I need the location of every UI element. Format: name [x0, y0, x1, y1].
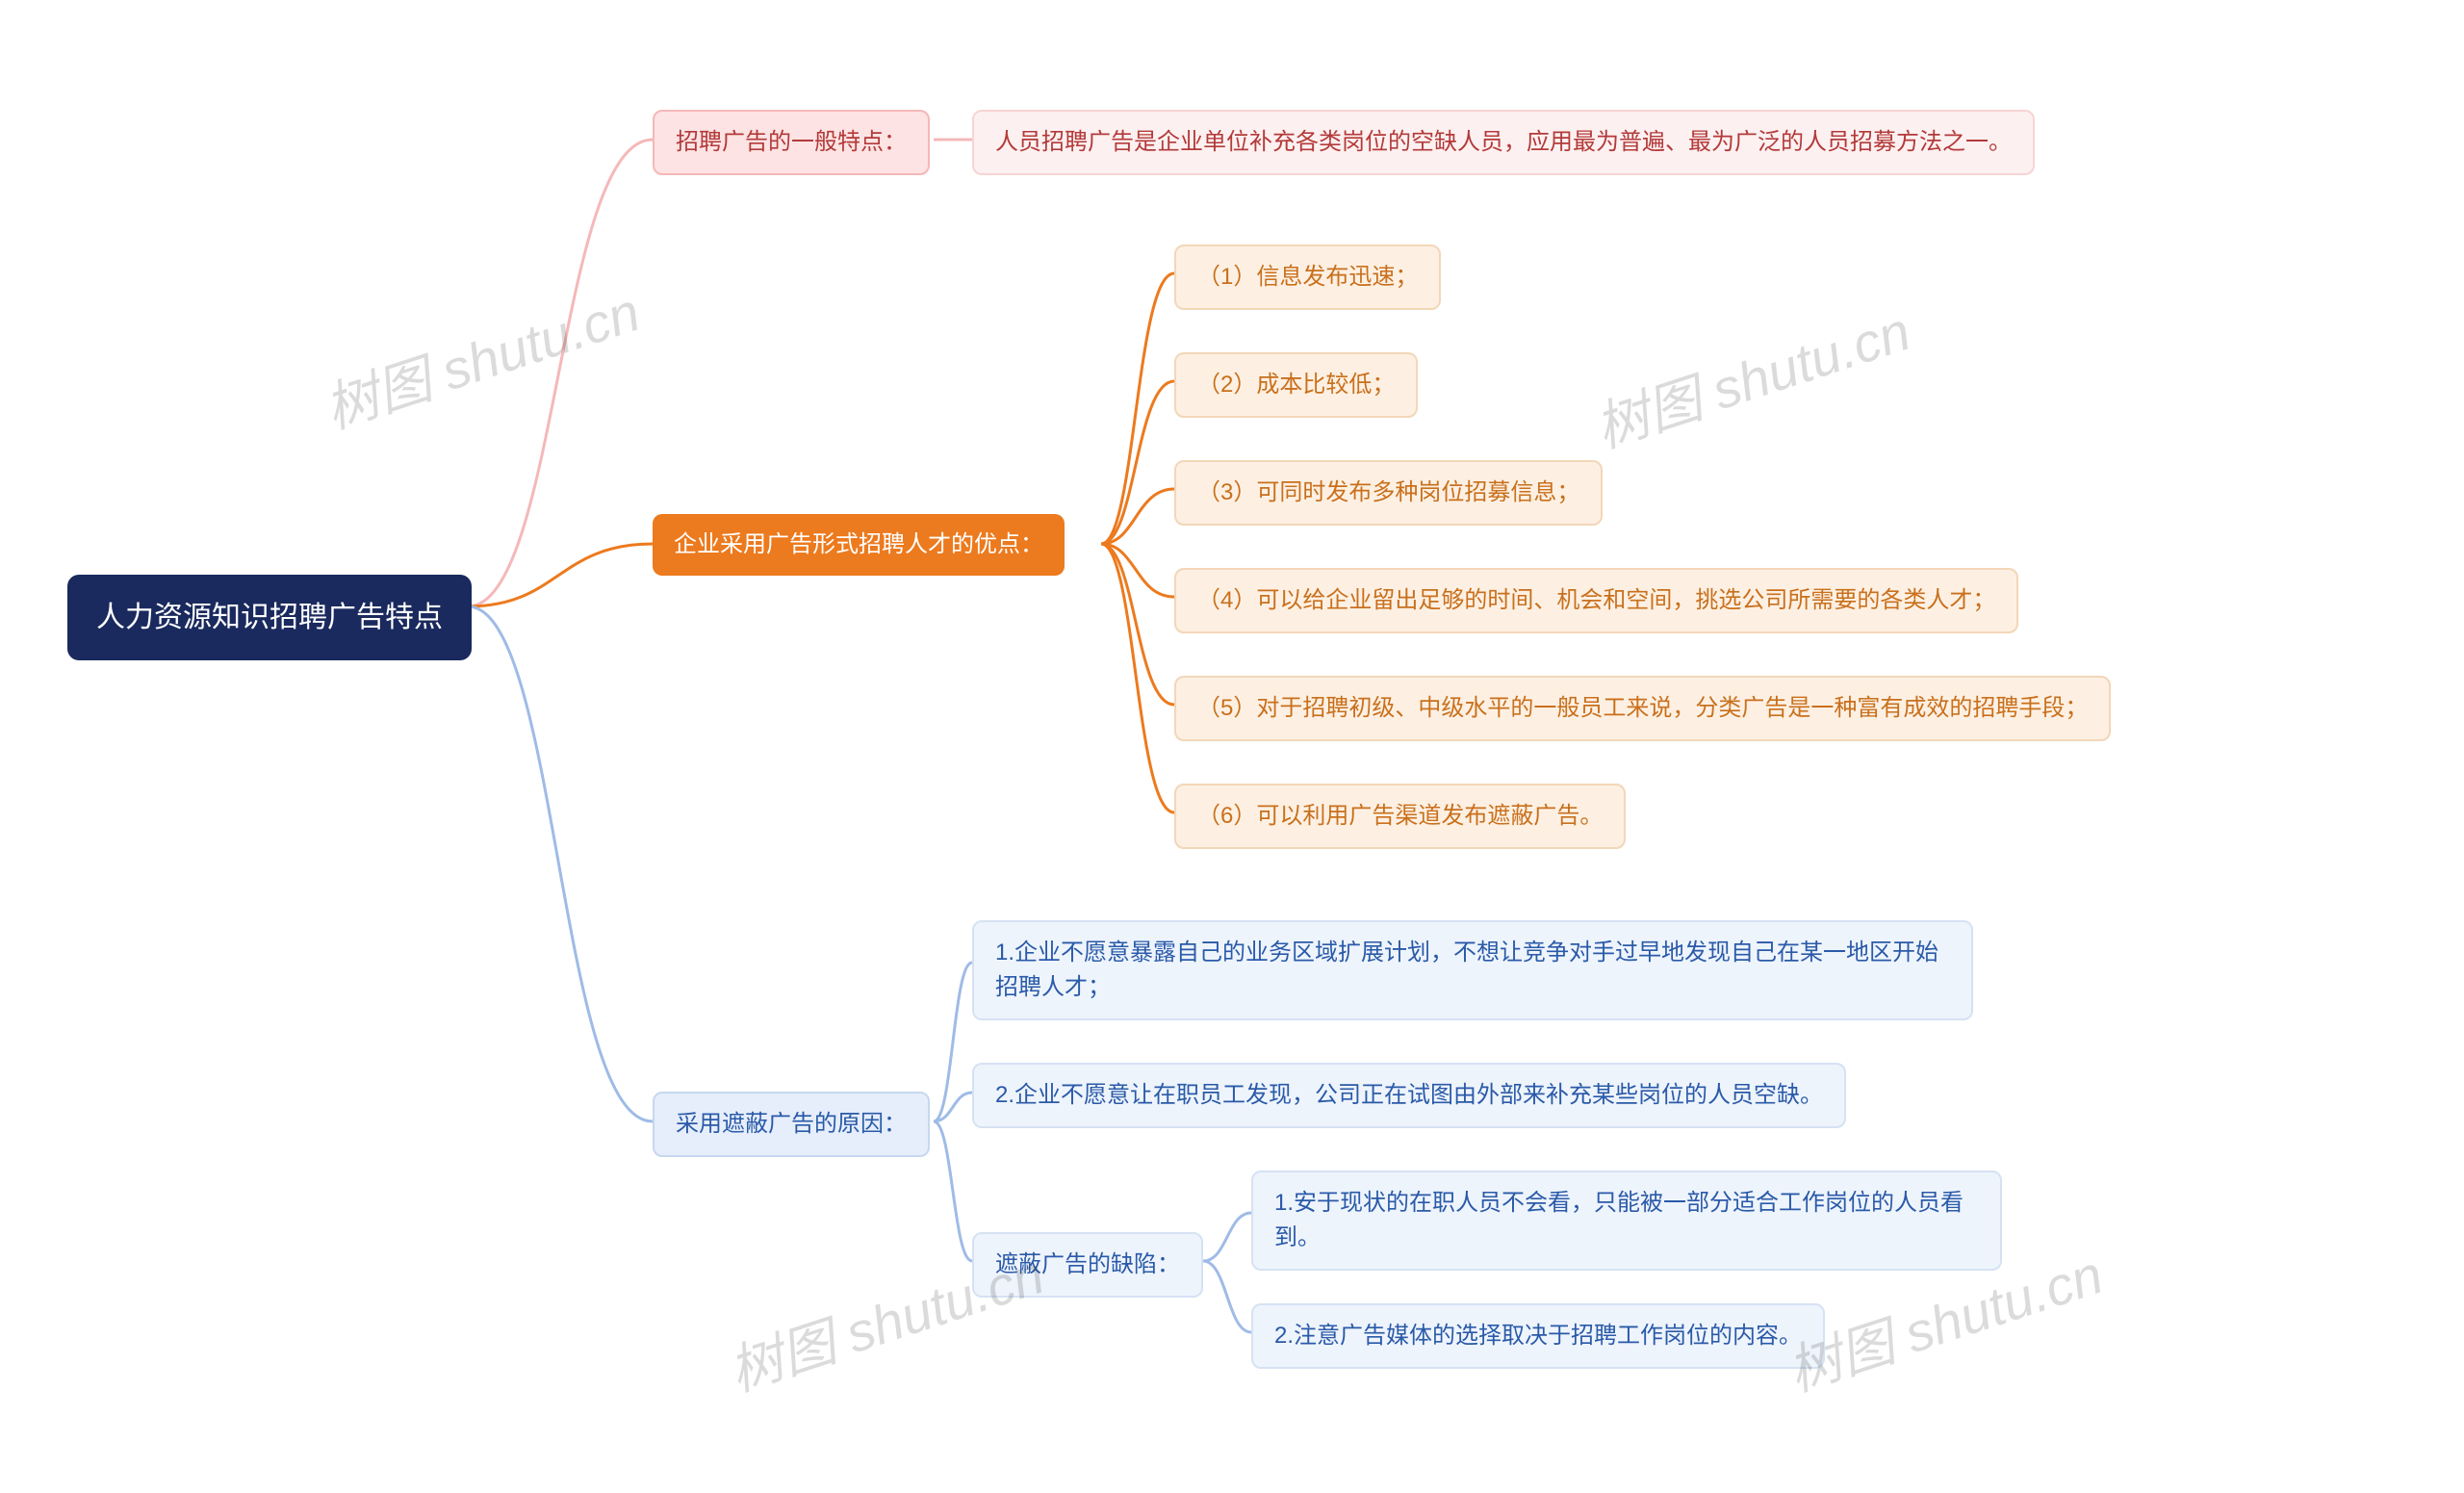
- branch-1[interactable]: 招聘广告的一般特点：: [653, 110, 930, 175]
- branch-2-leaf-3[interactable]: （4）可以给企业留出足够的时间、机会和空间，挑选公司所需要的各类人才；: [1174, 568, 2018, 633]
- branch-1-leaf-0[interactable]: 人员招聘广告是企业单位补充各类岗位的空缺人员，应用最为普遍、最为广泛的人员招募方…: [972, 110, 2035, 175]
- branch-2-leaf-0[interactable]: （1）信息发布迅速；: [1174, 245, 1441, 310]
- branch-2-leaf-2[interactable]: （3）可同时发布多种岗位招募信息；: [1174, 460, 1603, 526]
- branch-3-child-2-leaf-0[interactable]: 1.安于现状的在职人员不会看，只能被一部分适合工作岗位的人员看到。: [1251, 1171, 2002, 1271]
- branch-3-child-2-leaf-1[interactable]: 2.注意广告媒体的选择取决于招聘工作岗位的内容。: [1251, 1303, 1825, 1369]
- watermark: 树图 shutu.cn: [314, 270, 649, 445]
- branch-2[interactable]: 企业采用广告形式招聘人才的优点：: [653, 514, 1065, 576]
- branch-2-leaf-1[interactable]: （2）成本比较低；: [1174, 352, 1418, 418]
- mindmap-canvas: 人力资源知识招聘广告特点 招聘广告的一般特点： 人员招聘广告是企业单位补充各类岗…: [0, 0, 2464, 1493]
- branch-3[interactable]: 采用遮蔽广告的原因：: [653, 1092, 930, 1157]
- watermark: 树图 shutu.cn: [1584, 289, 1919, 464]
- root-node[interactable]: 人力资源知识招聘广告特点: [67, 575, 472, 660]
- connector-layer: [0, 0, 2464, 1493]
- branch-3-leaf-1[interactable]: 2.企业不愿意让在职员工发现，公司正在试图由外部来补充某些岗位的人员空缺。: [972, 1063, 1846, 1128]
- branch-2-leaf-4[interactable]: （5）对于招聘初级、中级水平的一般员工来说，分类广告是一种富有成效的招聘手段；: [1174, 676, 2111, 741]
- branch-3-leaf-0[interactable]: 1.企业不愿意暴露自己的业务区域扩展计划，不想让竞争对手过早地发现自己在某一地区…: [972, 920, 1973, 1020]
- branch-2-leaf-5[interactable]: （6）可以利用广告渠道发布遮蔽广告。: [1174, 784, 1626, 849]
- branch-3-child-2[interactable]: 遮蔽广告的缺陷：: [972, 1232, 1203, 1298]
